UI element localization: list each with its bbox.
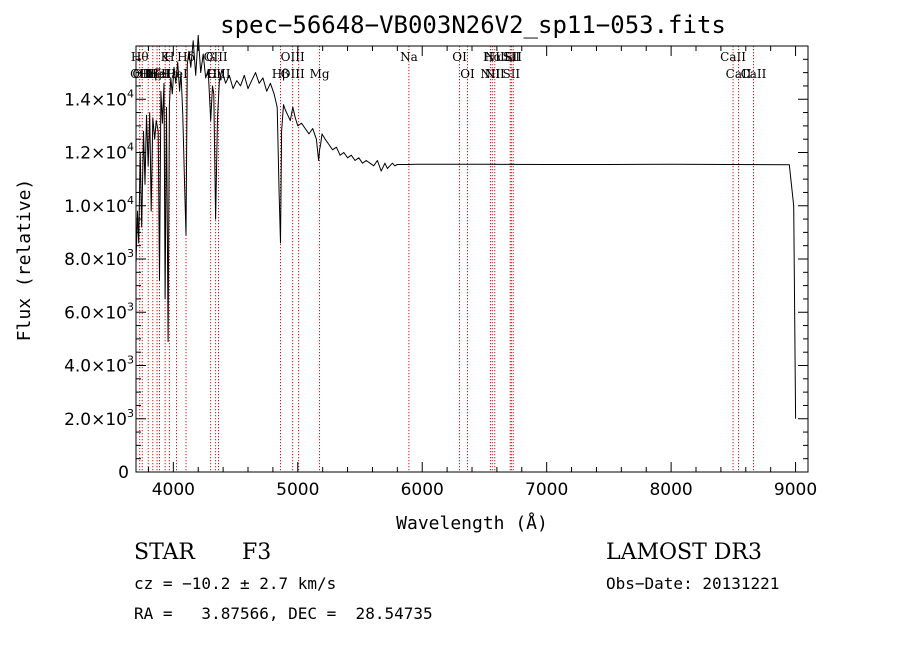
- spectral-line-label: SII: [502, 50, 520, 64]
- spectral-line-label: Hel: [146, 67, 168, 81]
- spectral-line-label: NII: [485, 50, 505, 64]
- spectral-line-label: H: [164, 50, 174, 64]
- x-tick-label: 5000: [276, 480, 319, 500]
- spectral-line-label: OIII: [204, 50, 228, 64]
- spectral-line-label: CaII: [741, 67, 767, 81]
- spectral-line-label: CaII: [720, 50, 746, 64]
- redshift-cz: cz = −10.2 ± 2.7 km/s: [134, 574, 336, 593]
- y-tick-label: 1.0×104: [64, 194, 134, 217]
- x-tick-label: 9000: [774, 480, 817, 500]
- object-class: STAR: [134, 540, 196, 565]
- survey-name: LAMOST DR3: [606, 540, 762, 565]
- y-tick-label: 2.0×103: [64, 407, 134, 430]
- subclass: F3: [242, 540, 271, 565]
- y-tick-label: 6.0×103: [64, 300, 134, 323]
- spectral-line-label: Li: [504, 50, 516, 64]
- spectral-line-label: G: [206, 50, 216, 64]
- obs-date: Obs−Date: 20131221: [606, 574, 779, 593]
- spectral-line-label: Hθ: [131, 50, 149, 64]
- y-tick-label: 4.0×103: [64, 354, 134, 377]
- chart-title: spec−56648−VB003N26V2_sp11−053.fits: [220, 11, 726, 39]
- spectral-line-label: Hα: [483, 50, 502, 64]
- spectral-line-label: Mg: [310, 67, 330, 81]
- y-tick-label: 1.4×104: [64, 87, 134, 110]
- spectral-line-label: OII: [130, 67, 150, 81]
- flux-series-line: [135, 34, 797, 419]
- x-tick-label: 4000: [152, 480, 195, 500]
- x-tick-label: 8000: [649, 480, 692, 500]
- spectral-line-label: Na: [400, 50, 418, 64]
- x-tick-label: 7000: [525, 480, 568, 500]
- spectral-line-label: OIII: [281, 50, 305, 64]
- y-tick-label: 0: [118, 463, 129, 483]
- spectral-line-label: NII: [480, 67, 500, 81]
- spectral-line-label: OI: [452, 50, 467, 64]
- spectral-line-label: Hβ: [272, 67, 289, 81]
- spectral-line-label: OII: [133, 67, 153, 81]
- spectral-line-label: SII: [502, 67, 520, 81]
- spectral-line-label: SII: [504, 50, 522, 64]
- spectral-line-label: CaII: [726, 67, 752, 81]
- spectral-line-label: OIII: [281, 67, 305, 81]
- spectral-line-label: OI: [460, 67, 475, 81]
- y-tick-label: 1.2×104: [64, 141, 134, 164]
- spectral-line-label: OIII: [206, 67, 230, 81]
- x-axis-label: Wavelength (Å): [396, 512, 548, 534]
- spectral-line-label: NII: [485, 67, 505, 81]
- x-tick-label: 6000: [401, 480, 444, 500]
- coordinates: RA = 3.87566, DEC = 28.54735: [134, 604, 433, 623]
- y-axis-label: Flux (relative): [14, 179, 35, 342]
- spectral-line-label: K: [161, 50, 171, 64]
- y-tick-label: 8.0×103: [64, 247, 134, 270]
